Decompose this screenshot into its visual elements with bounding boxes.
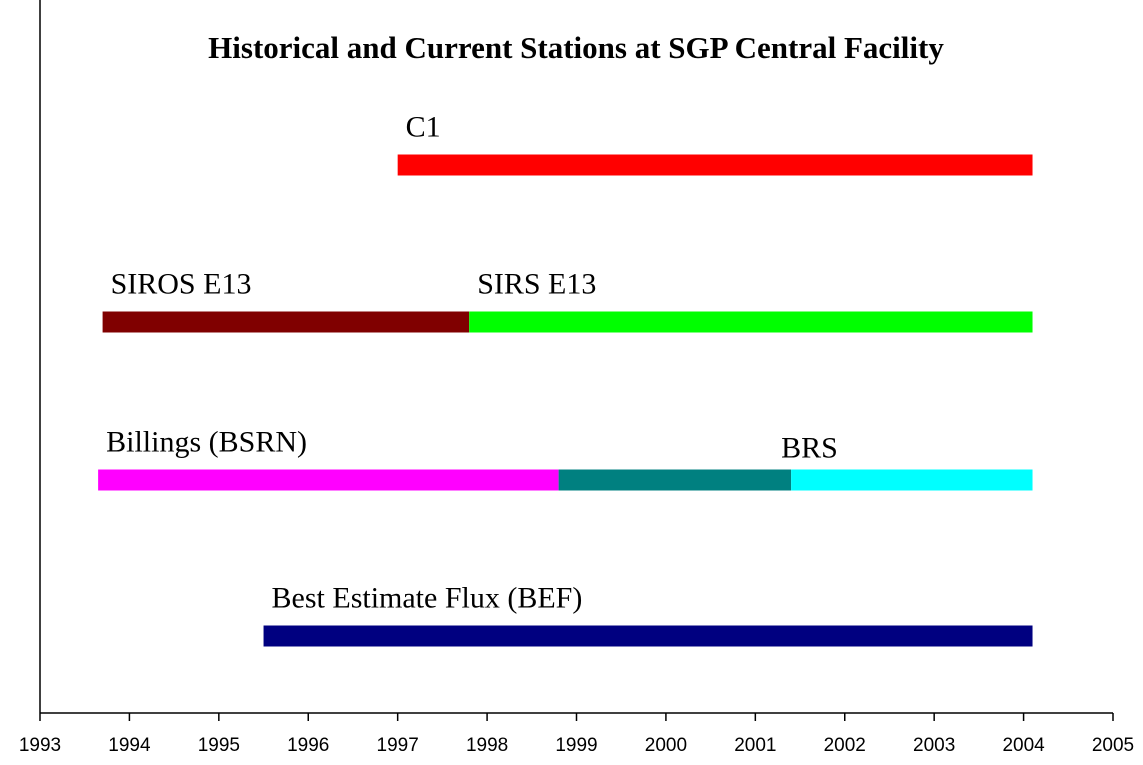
- timeline-bar: [98, 469, 559, 491]
- x-tick-label: 1998: [466, 735, 508, 756]
- x-tick-label: 2005: [1092, 735, 1134, 756]
- timeline-bar: [263, 625, 1033, 647]
- segment-label: C1: [406, 111, 441, 144]
- timeline-bar: [791, 469, 1033, 491]
- x-tick-label: 1999: [555, 735, 597, 756]
- x-tick-label: 2002: [824, 735, 866, 756]
- x-tick-label: 1996: [287, 735, 329, 756]
- x-tick-label: 1993: [19, 735, 61, 756]
- x-tick-label: 1994: [108, 735, 151, 756]
- x-tick-label: 2000: [645, 735, 687, 756]
- chart-title: Historical and Current Stations at SGP C…: [208, 30, 944, 65]
- x-tick-label: 2001: [734, 735, 776, 756]
- x-tick-label: 1995: [198, 735, 240, 756]
- segment-label: Best Estimate Flux (BEF): [272, 582, 583, 615]
- segment-label: SIROS E13: [111, 268, 252, 301]
- segment-label: SIRS E13: [477, 268, 596, 301]
- segment-label: BRS: [781, 432, 838, 465]
- x-tick-label: 2004: [1002, 735, 1045, 756]
- x-tick-label: 1997: [377, 735, 419, 756]
- timeline-bar: [558, 469, 792, 491]
- timeline-bar: [469, 311, 1033, 333]
- timeline-bar: [397, 154, 1033, 176]
- x-tick-label: 2003: [913, 735, 955, 756]
- timeline-bar: [102, 311, 470, 333]
- segment-label: Billings (BSRN): [106, 426, 307, 459]
